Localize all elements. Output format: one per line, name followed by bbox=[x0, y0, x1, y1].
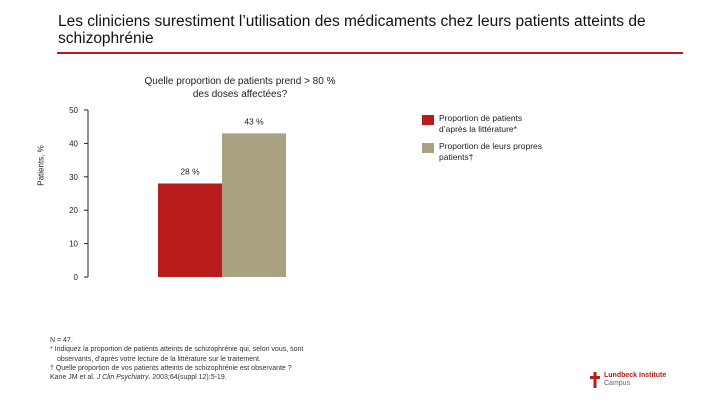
y-tick-label: 50 bbox=[69, 106, 78, 115]
footnote-star-1: * Indiquez la proportion de patients att… bbox=[50, 346, 304, 354]
y-tick-label: 10 bbox=[69, 240, 78, 249]
legend-label-literature: Proportion de patients d’après la littér… bbox=[439, 113, 523, 134]
y-tick-label: 40 bbox=[69, 139, 78, 148]
y-tick-label: 30 bbox=[69, 173, 78, 182]
legend-swatch-own-patients bbox=[422, 143, 434, 153]
bar-literature bbox=[158, 183, 222, 277]
y-tick-label: 0 bbox=[74, 273, 79, 282]
data-label-literature: 28 % bbox=[180, 166, 200, 176]
citation-journal: J Clin Psychiatry bbox=[96, 374, 149, 382]
slide-title: Les cliniciens surestiment l’utilisation… bbox=[58, 13, 646, 47]
y-tick-label: 20 bbox=[69, 206, 78, 215]
chart-title-line-1: Quelle proportion de patients prend > 80… bbox=[144, 76, 336, 87]
brand-campus: Campus bbox=[604, 380, 631, 387]
brand-name: Lundbeck Institute bbox=[604, 372, 667, 379]
legend-item-own-patients: Proportion de leurs propres patients† bbox=[422, 141, 552, 163]
footnote-star-2: observants, d’après votre lecture de la … bbox=[57, 355, 261, 363]
legend: Proportion de patients d’après la littér… bbox=[422, 113, 552, 169]
chart-title-line-2: des doses affectées? bbox=[192, 89, 288, 100]
footnote-dagger: † Quelle proportion de vos patients atte… bbox=[50, 364, 292, 372]
legend-label-own-patients: Proportion de leurs propres patients† bbox=[439, 141, 543, 162]
y-axis-label: Patients, % bbox=[36, 145, 46, 186]
bar-own-patients bbox=[222, 133, 286, 277]
legend-item-literature: Proportion de patients d’après la littér… bbox=[422, 113, 552, 135]
citation-details: . 2003;64(suppl 12):5-19. bbox=[148, 374, 227, 382]
lundbeck-icon bbox=[590, 372, 600, 388]
brand-logo: Lundbeck Institute Campus bbox=[590, 372, 666, 388]
footnotes: N = 47. * Indiquez la proportion de pati… bbox=[50, 336, 410, 382]
data-label-own-patients: 43 % bbox=[244, 116, 264, 126]
chart-title: Quelle proportion de patients prend > 80… bbox=[110, 75, 370, 101]
legend-swatch-literature bbox=[422, 115, 434, 125]
footnote-citation: Kane JM et al. J Clin Psychiatry. 2003;6… bbox=[50, 373, 410, 382]
footnote-n: N = 47. bbox=[50, 337, 73, 344]
citation-authors: Kane JM et al. bbox=[50, 374, 97, 382]
title-divider bbox=[57, 52, 683, 54]
